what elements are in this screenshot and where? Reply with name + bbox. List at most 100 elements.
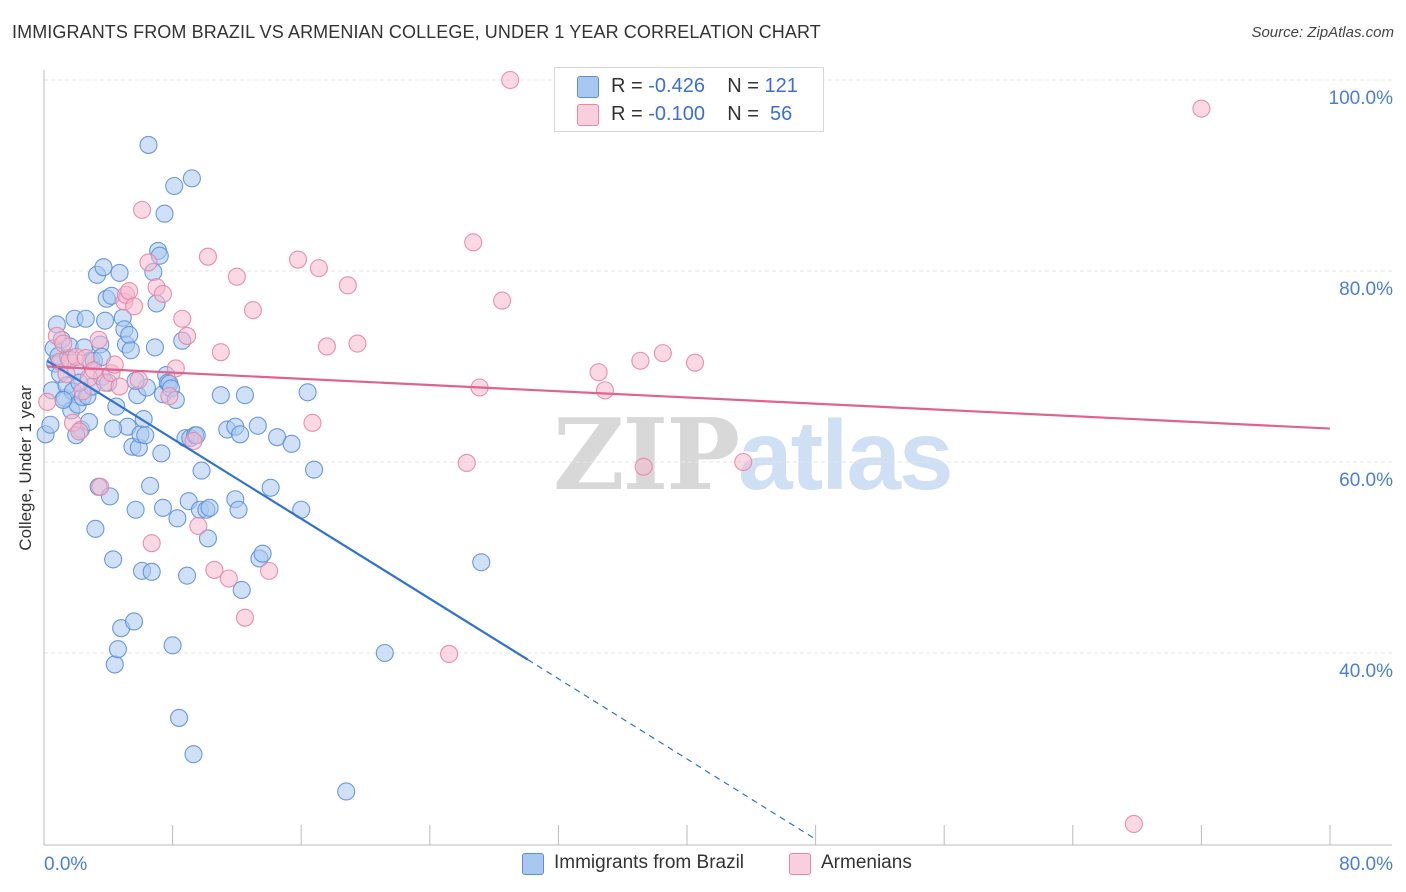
armenian-point	[211, 343, 230, 362]
armenian-point	[166, 359, 185, 378]
armenian-point	[1124, 814, 1143, 833]
x-tick-label: 0.0%	[44, 854, 87, 875]
armenian-point	[303, 413, 322, 432]
brazil-point	[282, 434, 301, 453]
armenian-point	[89, 330, 108, 349]
brazil-point	[153, 498, 173, 517]
armenian-point	[139, 253, 158, 272]
armenian-point	[631, 351, 650, 370]
armenian-point	[70, 422, 89, 441]
brazil-point	[124, 612, 144, 631]
armenian-point	[734, 452, 753, 472]
armenian-point	[84, 361, 103, 380]
legend-swatch-brazil	[577, 76, 599, 98]
legend-r-label: R =	[611, 103, 643, 125]
armenian-point	[501, 70, 520, 90]
brazil-point	[104, 550, 123, 569]
armenian-point	[464, 233, 483, 252]
brazil-point	[168, 509, 187, 528]
armenian-point	[133, 200, 152, 219]
brazil-point	[120, 325, 139, 345]
brazil-point	[145, 338, 164, 357]
brazil-point	[155, 204, 174, 223]
brazil-point	[248, 416, 267, 435]
brazil-point	[165, 176, 184, 196]
armenian-point	[219, 569, 238, 588]
brazil-point	[337, 782, 356, 801]
y-tick-label: 40.0%	[1339, 661, 1393, 682]
armenian-point	[685, 353, 705, 372]
armenian-point	[235, 608, 254, 627]
legend-swatch-armenians	[577, 104, 599, 126]
brazil-point	[305, 460, 324, 479]
armenian-point	[38, 392, 57, 411]
legend-r-label: R =	[611, 75, 643, 97]
legend-bottom-label-brazil: Immigrants from Brazil	[554, 852, 745, 873]
armenian-point	[243, 301, 263, 320]
armenian-point	[634, 457, 653, 476]
brazil-point	[141, 476, 160, 495]
legend-bottom-swatch-armenians	[789, 853, 811, 875]
x-tick-label: 80.0%	[1339, 854, 1393, 875]
brazil-point	[108, 640, 127, 659]
armenian-point	[595, 381, 615, 400]
legend-bottom-label-armenians: Armenians	[821, 852, 912, 873]
brazil-point	[54, 390, 73, 409]
armenian-point	[457, 453, 476, 473]
armenian-point	[120, 282, 139, 301]
brazil-point	[136, 426, 155, 445]
armenian-point	[173, 309, 192, 328]
brazil-point	[96, 311, 115, 330]
brazil-point	[142, 562, 161, 581]
brazil-point	[178, 566, 197, 585]
brazil-point	[110, 263, 129, 282]
watermark-atlas: atlas	[738, 400, 953, 510]
armenian-point	[142, 534, 161, 553]
brazil-trend-line	[46, 359, 529, 661]
brazil-point	[200, 498, 219, 517]
legend-r-value-brazil: -0.426	[648, 75, 705, 97]
armenian-point	[129, 370, 148, 389]
watermark-zip: ZIP	[553, 398, 740, 513]
brazil-point	[261, 478, 280, 497]
y-tick-label: 100.0%	[1329, 88, 1394, 109]
brazil-point	[235, 386, 254, 405]
armenian-point	[309, 259, 328, 278]
legend-r-value-armenians: -0.100	[648, 103, 705, 125]
brazil-point	[184, 745, 203, 764]
legend-n-value-armenians: 56	[764, 103, 793, 125]
brazil-point	[126, 500, 145, 519]
armenian-point	[189, 516, 208, 536]
source-label: Source: ZipAtlas.com	[1251, 24, 1394, 41]
armenian-point	[110, 377, 129, 396]
brazil-point	[121, 341, 140, 360]
brazil-point	[76, 309, 95, 328]
legend-n-value-brazil: 121	[764, 75, 798, 97]
brazil-point	[375, 643, 394, 663]
armenian-point	[288, 250, 308, 269]
armenian-point	[205, 560, 224, 579]
armenian-point	[653, 344, 672, 363]
armenian-point	[227, 267, 246, 286]
y-tick-label: 80.0%	[1339, 279, 1393, 300]
brazil-point	[169, 708, 189, 727]
brazil-point	[198, 529, 218, 548]
armenian-point	[589, 363, 608, 382]
correlation-legend: R = -0.426 N = 121 R = -0.100 N = 56	[554, 67, 824, 132]
brazil-point	[192, 461, 211, 480]
brazil-point	[211, 386, 230, 405]
brazil-point	[86, 519, 105, 538]
y-tick-label: 60.0%	[1339, 470, 1393, 491]
brazil-point	[41, 415, 60, 434]
armenian-point	[348, 334, 367, 353]
legend-n-label: N =	[727, 103, 759, 125]
armenian-point	[1192, 99, 1211, 118]
legend-bottom-swatch-brazil	[522, 853, 544, 875]
brazil-point	[298, 383, 317, 402]
brazil-point	[229, 500, 248, 519]
brazil-point	[232, 580, 251, 600]
armenian-point	[317, 337, 336, 356]
armenian-point	[198, 247, 218, 266]
brazil-point	[104, 419, 123, 438]
